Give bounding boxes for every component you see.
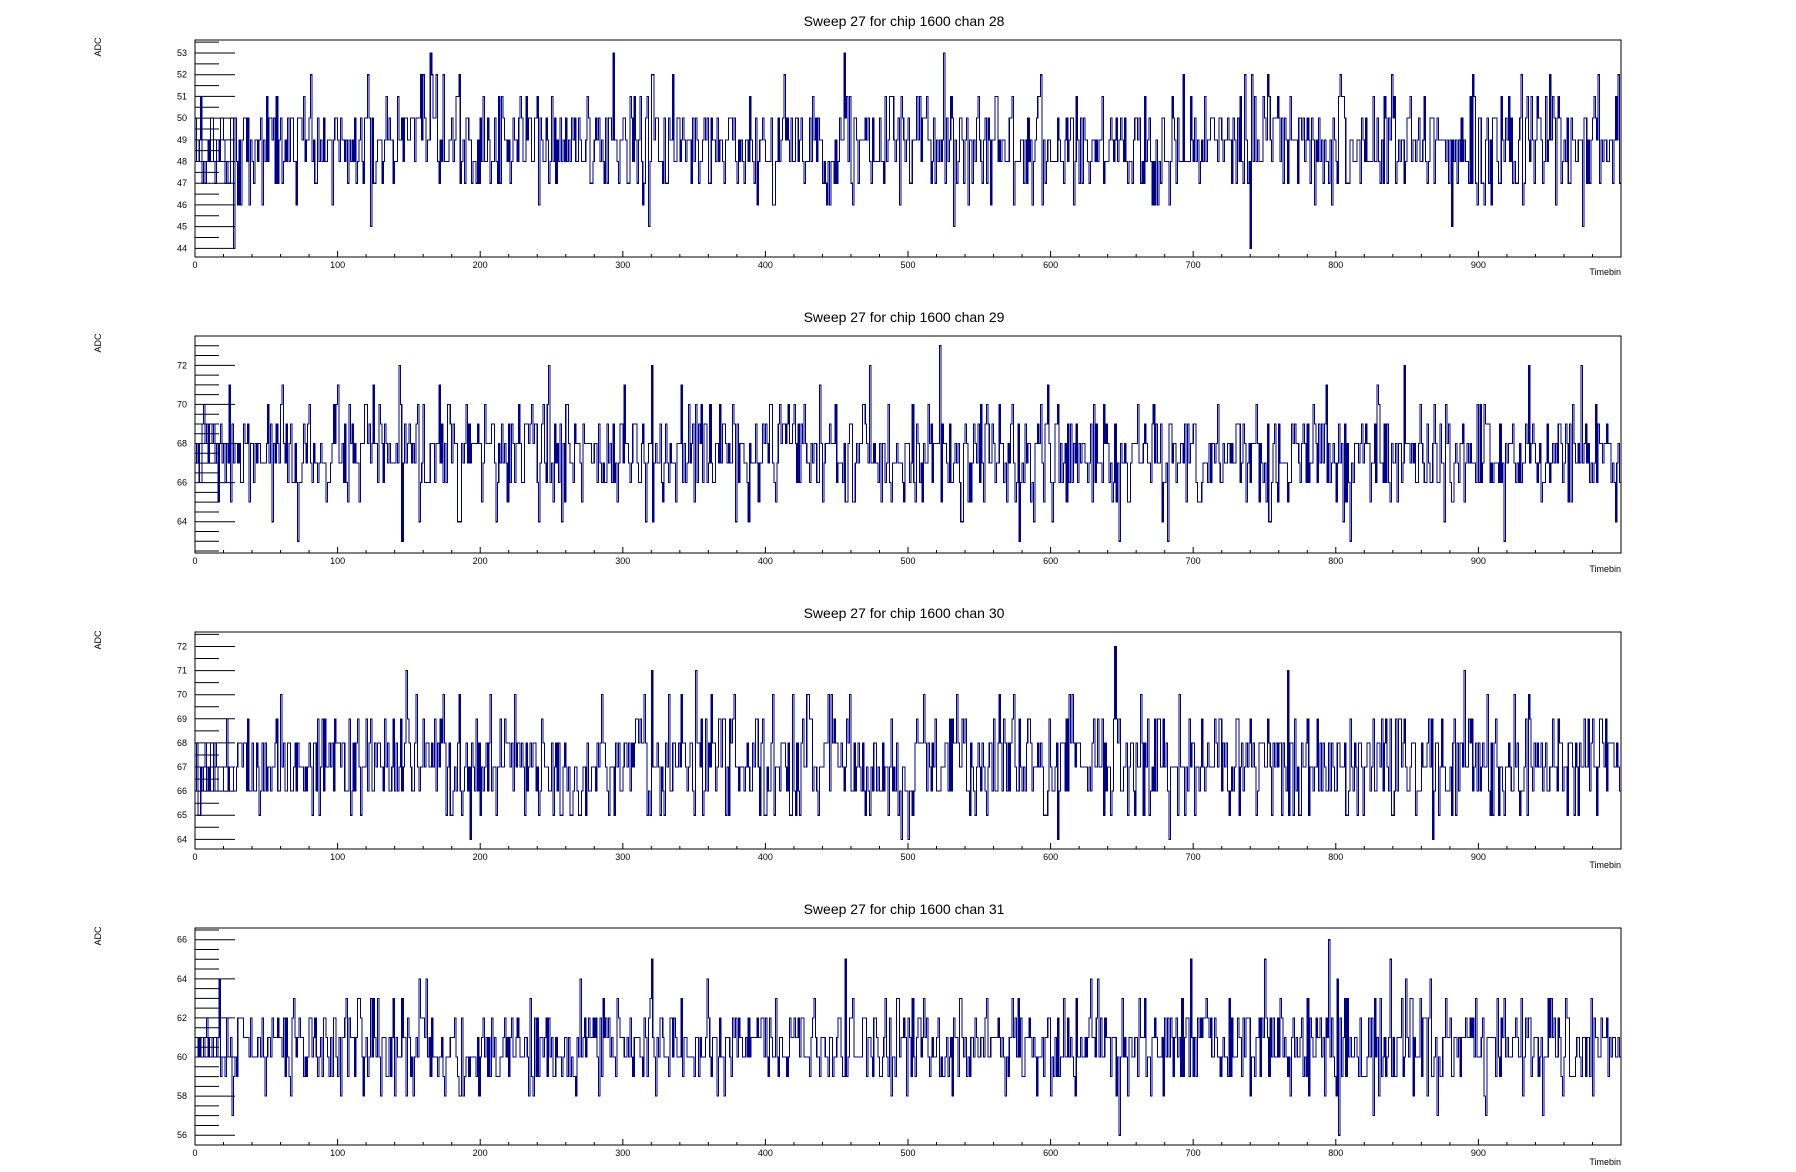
x-tick-label: 600 <box>1043 556 1058 566</box>
chart-title: Sweep 27 for chip 1600 chan 29 <box>804 309 1005 325</box>
x-tick-label: 600 <box>1043 1148 1058 1158</box>
y-tick-label: 46 <box>177 200 187 210</box>
y-tick-label: 51 <box>177 91 187 101</box>
y-tick-label: 70 <box>177 399 187 409</box>
series-line <box>195 345 1621 542</box>
x-tick-label: 400 <box>758 260 773 270</box>
series-line <box>195 52 1621 249</box>
x-tick-label: 0 <box>192 556 197 566</box>
x-tick-label: 100 <box>330 260 345 270</box>
x-tick-label: 500 <box>900 1148 915 1158</box>
y-tick-label: 66 <box>177 935 187 945</box>
y-tick-label: 52 <box>177 70 187 80</box>
x-tick-label: 500 <box>900 556 915 566</box>
x-axis-label: Timebin <box>1589 860 1621 870</box>
y-tick-label: 49 <box>177 135 187 145</box>
x-tick-label: 700 <box>1186 260 1201 270</box>
x-tick-label: 900 <box>1471 260 1486 270</box>
chart-title: Sweep 27 for chip 1600 chan 31 <box>804 901 1005 917</box>
x-tick-label: 400 <box>758 556 773 566</box>
y-tick-label: 64 <box>177 974 187 984</box>
y-axis-label: ADC <box>93 37 103 57</box>
y-tick-label: 53 <box>177 48 187 58</box>
x-tick-label: 300 <box>615 260 630 270</box>
y-tick-label: 67 <box>177 762 187 772</box>
x-tick-label: 300 <box>615 1148 630 1158</box>
chart-marks: 64 66 68 70 72 0 100 200 300 400 500 600 700 800 900 <box>177 335 1622 566</box>
x-tick-label: 700 <box>1186 556 1201 566</box>
chart-marks: 56 58 60 62 64 66 0 100 200 300 400 500 600 700 800 900 <box>177 927 1622 1158</box>
chart-panel-chan-29: Sweep 27 for chip 1600 chan 29 ADC Timeb… <box>93 309 1622 574</box>
x-tick-label: 100 <box>330 852 345 862</box>
x-tick-label: 900 <box>1471 556 1486 566</box>
y-tick-label: 64 <box>177 517 187 527</box>
x-tick-label: 500 <box>900 852 915 862</box>
y-axis-label: ADC <box>93 926 103 946</box>
x-axis-label: Timebin <box>1589 1157 1621 1167</box>
x-tick-label: 700 <box>1186 852 1201 862</box>
x-tick-label: 800 <box>1328 260 1343 270</box>
x-tick-label: 600 <box>1043 852 1058 862</box>
x-tick-label: 0 <box>192 852 197 862</box>
y-tick-label: 60 <box>177 1052 187 1062</box>
x-tick-label: 900 <box>1471 852 1486 862</box>
x-tick-label: 200 <box>473 260 488 270</box>
x-tick-label: 200 <box>473 556 488 566</box>
y-tick-label: 70 <box>177 690 187 700</box>
y-tick-label: 69 <box>177 714 187 724</box>
y-tick-label: 58 <box>177 1091 187 1101</box>
x-tick-label: 800 <box>1328 1148 1343 1158</box>
y-tick-label: 48 <box>177 157 187 167</box>
y-tick-label: 72 <box>177 641 187 651</box>
chart-panel-chan-31: Sweep 27 for chip 1600 chan 31 ADC Timeb… <box>93 901 1622 1167</box>
x-tick-label: 300 <box>615 556 630 566</box>
chart-title: Sweep 27 for chip 1600 chan 30 <box>804 605 1005 621</box>
x-tick-label: 400 <box>758 852 773 862</box>
x-tick-label: 600 <box>1043 260 1058 270</box>
y-tick-label: 56 <box>177 1130 187 1140</box>
x-tick-label: 0 <box>192 260 197 270</box>
x-tick-label: 100 <box>330 1148 345 1158</box>
chart-marks: 44 45 46 47 48 49 50 51 52 53 0 100 200 300 400 500 600 7… <box>177 39 1622 270</box>
y-tick-label: 68 <box>177 439 187 449</box>
chart-panel-chan-28: Sweep 27 for chip 1600 chan 28 ADC Timeb… <box>93 13 1622 277</box>
y-tick-label: 71 <box>177 666 187 676</box>
y-tick-label: 50 <box>177 113 187 123</box>
x-tick-label: 800 <box>1328 556 1343 566</box>
y-tick-label: 47 <box>177 178 187 188</box>
y-tick-label: 66 <box>177 786 187 796</box>
chart-marks: 64 65 66 67 68 69 70 71 72 0 100 200 300 400 500 600 700… <box>177 631 1622 862</box>
y-tick-label: 45 <box>177 222 187 232</box>
y-tick-label: 65 <box>177 810 187 820</box>
x-axis-label: Timebin <box>1589 267 1621 277</box>
y-tick-label: 64 <box>177 834 187 844</box>
y-tick-label: 68 <box>177 738 187 748</box>
x-tick-label: 200 <box>473 1148 488 1158</box>
x-tick-label: 200 <box>473 852 488 862</box>
x-tick-label: 500 <box>900 260 915 270</box>
series-line <box>195 939 1621 1136</box>
x-tick-label: 800 <box>1328 852 1343 862</box>
y-tick-label: 72 <box>177 360 187 370</box>
x-tick-label: 400 <box>758 1148 773 1158</box>
x-tick-label: 700 <box>1186 1148 1201 1158</box>
x-tick-label: 900 <box>1471 1148 1486 1158</box>
x-tick-label: 100 <box>330 556 345 566</box>
chart-panel-chan-30: Sweep 27 for chip 1600 chan 30 ADC Timeb… <box>93 605 1622 870</box>
y-axis-label: ADC <box>93 333 103 353</box>
x-axis-label: Timebin <box>1589 564 1621 574</box>
y-tick-label: 44 <box>177 243 187 253</box>
y-tick-label: 62 <box>177 1013 187 1023</box>
x-tick-label: 0 <box>192 1148 197 1158</box>
x-tick-label: 300 <box>615 852 630 862</box>
chart-title: Sweep 27 for chip 1600 chan 28 <box>804 13 1005 29</box>
series-line <box>195 645 1621 840</box>
y-axis-label: ADC <box>93 630 103 650</box>
y-tick-label: 66 <box>177 478 187 488</box>
